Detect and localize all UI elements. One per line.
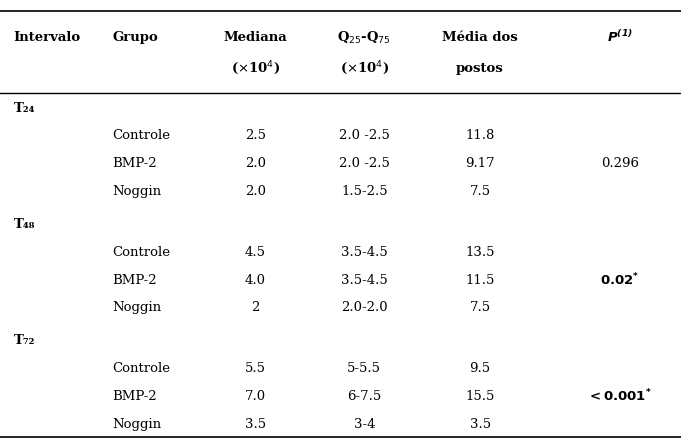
Text: 3.5: 3.5 bbox=[244, 418, 266, 431]
Text: Grupo: Grupo bbox=[112, 31, 158, 44]
Text: 11.8: 11.8 bbox=[465, 129, 495, 142]
Text: 5.5: 5.5 bbox=[245, 362, 266, 375]
Text: 2.5: 2.5 bbox=[245, 129, 266, 142]
Text: 3.5-4.5: 3.5-4.5 bbox=[341, 273, 387, 287]
Text: Noggin: Noggin bbox=[112, 301, 161, 314]
Text: 2.0: 2.0 bbox=[245, 157, 266, 170]
Text: 3-4: 3-4 bbox=[353, 418, 375, 431]
Text: Noggin: Noggin bbox=[112, 185, 161, 198]
Text: 4.0: 4.0 bbox=[245, 273, 266, 287]
Text: 4.5: 4.5 bbox=[245, 246, 266, 259]
Text: T₄₈: T₄₈ bbox=[14, 218, 35, 231]
Text: 2.0: 2.0 bbox=[245, 185, 266, 198]
Text: Controle: Controle bbox=[112, 362, 170, 375]
Text: 2.0 -2.5: 2.0 -2.5 bbox=[339, 157, 390, 170]
Text: $\bfit{P}^{(1)}$: $\bfit{P}^{(1)}$ bbox=[607, 30, 633, 45]
Text: 15.5: 15.5 bbox=[465, 390, 495, 403]
Text: Mediana: Mediana bbox=[223, 31, 287, 44]
Text: 9.5: 9.5 bbox=[469, 362, 491, 375]
Text: ($\times$10$^4$): ($\times$10$^4$) bbox=[340, 60, 389, 77]
Text: BMP-2: BMP-2 bbox=[112, 273, 157, 287]
Text: postos: postos bbox=[456, 62, 504, 75]
Text: 2: 2 bbox=[251, 301, 259, 314]
Text: 7.0: 7.0 bbox=[244, 390, 266, 403]
Text: 9.17: 9.17 bbox=[465, 157, 495, 170]
Text: 13.5: 13.5 bbox=[465, 246, 495, 259]
Text: BMP-2: BMP-2 bbox=[112, 157, 157, 170]
Text: 6-7.5: 6-7.5 bbox=[347, 390, 381, 403]
Text: 7.5: 7.5 bbox=[469, 301, 491, 314]
Text: $\mathbf{<0.001}^{\mathbf{*}}$: $\mathbf{<0.001}^{\mathbf{*}}$ bbox=[587, 388, 652, 405]
Text: 1.5-2.5: 1.5-2.5 bbox=[341, 185, 387, 198]
Text: 5-5.5: 5-5.5 bbox=[347, 362, 381, 375]
Text: BMP-2: BMP-2 bbox=[112, 390, 157, 403]
Text: 2.0 -2.5: 2.0 -2.5 bbox=[339, 129, 390, 142]
Text: Controle: Controle bbox=[112, 246, 170, 259]
Text: ($\times$10$^4$): ($\times$10$^4$) bbox=[231, 60, 280, 77]
Text: Controle: Controle bbox=[112, 129, 170, 142]
Text: 2.0-2.0: 2.0-2.0 bbox=[341, 301, 387, 314]
Text: T₇₂: T₇₂ bbox=[14, 334, 35, 348]
Text: T₂₄: T₂₄ bbox=[14, 101, 35, 115]
Text: Q$_{25}$-Q$_{75}$: Q$_{25}$-Q$_{75}$ bbox=[337, 30, 392, 45]
Text: 3.5: 3.5 bbox=[469, 418, 491, 431]
Text: 11.5: 11.5 bbox=[465, 273, 495, 287]
Text: Intervalo: Intervalo bbox=[14, 31, 81, 44]
Text: Noggin: Noggin bbox=[112, 418, 161, 431]
Text: 3.5-4.5: 3.5-4.5 bbox=[341, 246, 387, 259]
Text: 7.5: 7.5 bbox=[469, 185, 491, 198]
Text: 0.296: 0.296 bbox=[601, 157, 639, 170]
Text: Média dos: Média dos bbox=[442, 31, 518, 44]
Text: $\mathbf{0.02}^{\mathbf{*}}$: $\mathbf{0.02}^{\mathbf{*}}$ bbox=[600, 272, 639, 288]
